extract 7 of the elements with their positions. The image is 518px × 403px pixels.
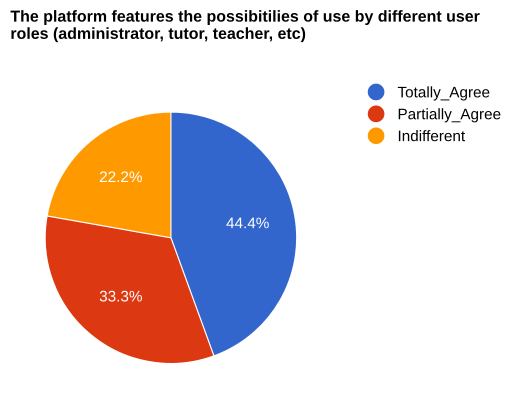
- legend-label: Partially_Agree: [398, 108, 500, 122]
- data-label: 22.2%: [100, 171, 142, 182]
- data-label: 33.3%: [100, 290, 142, 302]
- data-label: 44.4%: [226, 218, 269, 228]
- legend-label: Totally_Agree: [398, 86, 490, 101]
- chart-title: The platform features the possibitilies of use by different user roles (administrator, tutor, teacher, etc): [10, 10, 480, 42]
- legend-label: Indifferent: [398, 130, 466, 142]
